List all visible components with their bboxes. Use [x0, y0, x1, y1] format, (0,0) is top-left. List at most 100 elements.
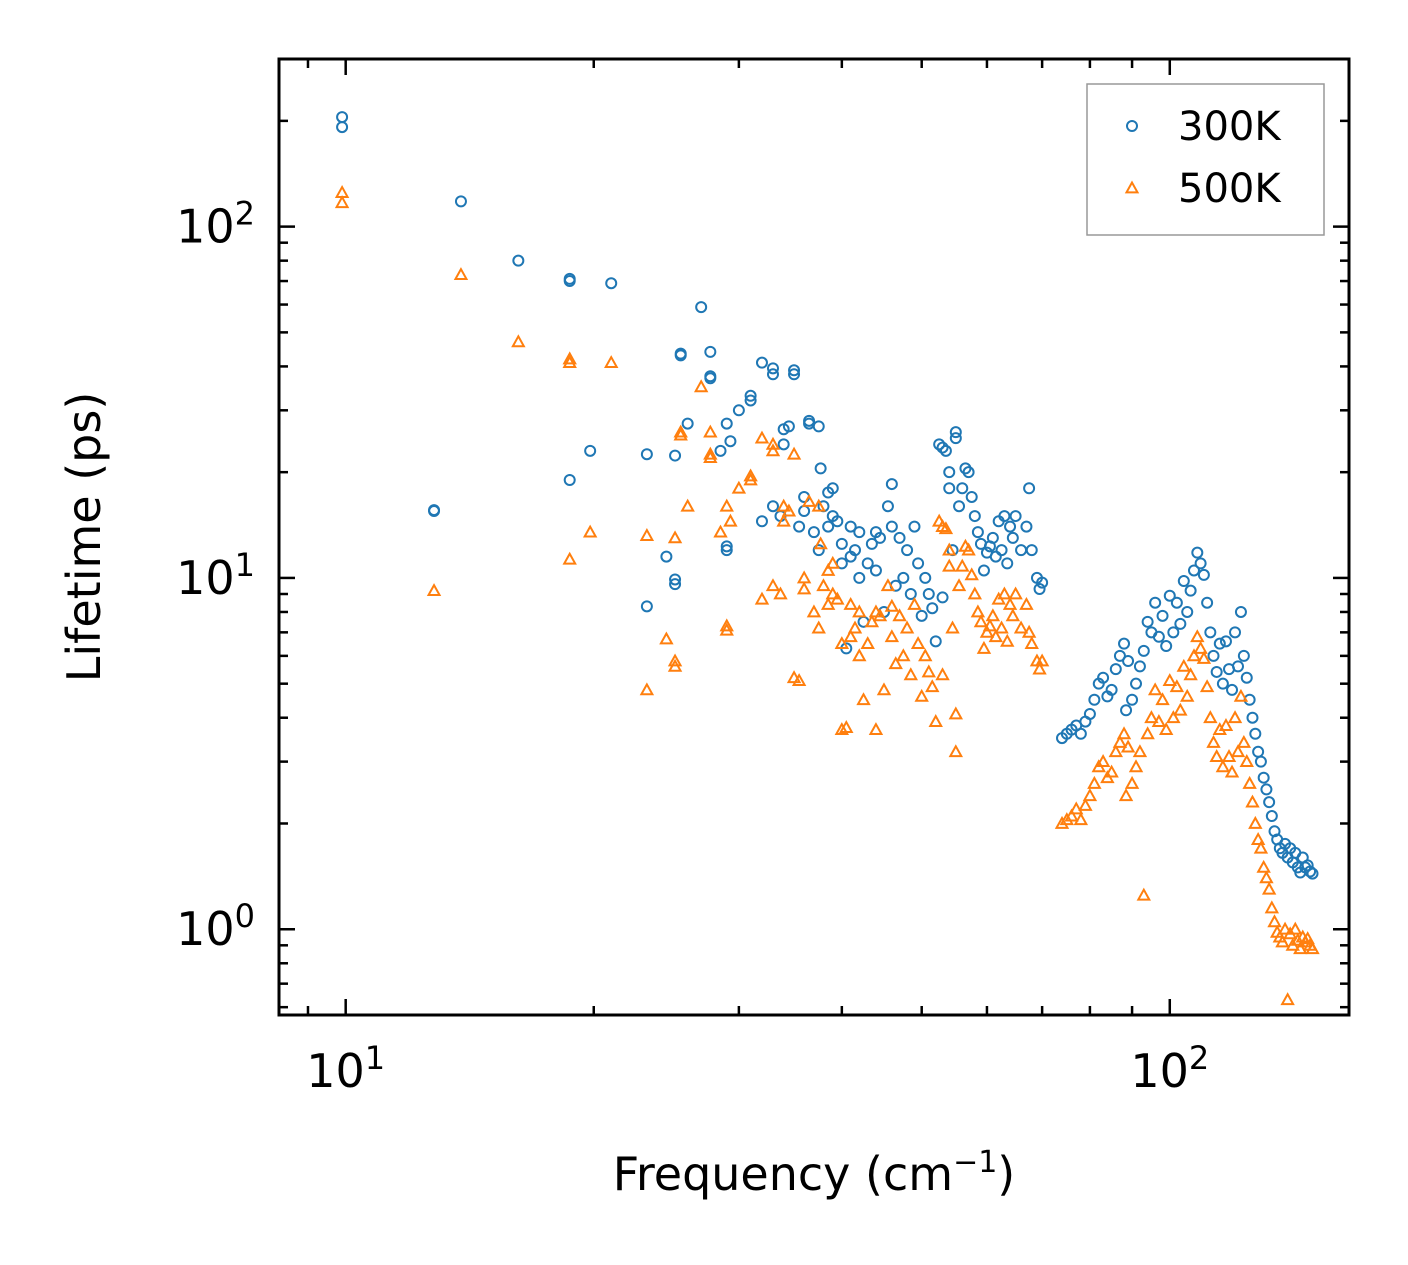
data-point-300k — [807, 526, 820, 539]
data-point-500k — [1108, 744, 1123, 758]
data-point-500k — [1280, 992, 1295, 1006]
data-point-300k — [1122, 655, 1135, 668]
data-point-500k — [967, 586, 983, 600]
data-point-500k — [703, 446, 718, 460]
data-point-300k — [1306, 867, 1319, 880]
data-point-500k — [820, 562, 836, 576]
data-point-300k — [1020, 520, 1033, 533]
data-point-500k — [1183, 667, 1198, 681]
data-point-300k — [826, 482, 839, 495]
data-point-300k — [977, 564, 990, 577]
data-point-500k — [754, 591, 770, 605]
data-point-300k — [714, 444, 727, 457]
data-point-300k — [1097, 671, 1110, 684]
data-point-300k — [669, 449, 682, 462]
data-point-500k — [825, 586, 840, 600]
data-point-300k — [660, 550, 673, 563]
data-point-500k — [888, 656, 903, 670]
data-point-300k — [1174, 617, 1187, 630]
data-point-300k — [1160, 640, 1173, 653]
data-point-300k — [788, 364, 801, 377]
data-point-300k — [512, 254, 525, 267]
data-point-500k — [719, 622, 734, 636]
data-point-500k — [921, 664, 936, 678]
data-point-500k — [1073, 812, 1089, 826]
data-point-500k — [667, 530, 683, 544]
data-point-500k — [896, 648, 911, 662]
data-point-300k — [704, 372, 717, 385]
legend: 300K 500K — [1086, 83, 1325, 236]
data-point-500k — [903, 667, 918, 681]
data-point-300k — [853, 526, 866, 539]
data-point-500k — [703, 450, 718, 464]
data-point-300k — [1219, 635, 1232, 648]
x-tick-label: 102 — [1130, 1039, 1209, 1098]
data-point-300k — [1246, 711, 1259, 724]
data-point-500k — [928, 714, 943, 727]
data-point-500k — [1264, 900, 1280, 914]
data-point-300k — [1118, 637, 1131, 650]
data-point-300k — [674, 347, 687, 360]
data-point-300k — [766, 368, 779, 381]
data-point-500k — [816, 578, 831, 592]
data-point-300k — [1025, 544, 1038, 557]
data-point-300k — [1257, 771, 1270, 784]
data-point-500k — [667, 653, 683, 667]
data-point-300k — [1033, 582, 1046, 595]
data-point-500k — [680, 498, 695, 512]
data-point-300k — [873, 531, 886, 544]
data-point-300k — [1004, 520, 1017, 533]
data-point-500k — [1120, 739, 1136, 753]
data-point-500k — [786, 446, 802, 460]
data-point-300k — [454, 195, 467, 208]
data-point-500k — [1233, 688, 1249, 702]
data-point-500k — [1277, 921, 1293, 935]
data-point-300k — [936, 591, 949, 604]
data-point-300k — [640, 600, 653, 613]
data-point-300k — [861, 557, 874, 570]
data-point-500k — [856, 692, 871, 706]
data-point-500k — [604, 355, 619, 369]
data-point-300k — [1207, 649, 1220, 662]
series-500K — [334, 185, 1320, 1006]
data-point-500k — [754, 430, 770, 444]
data-point-300k — [971, 526, 984, 539]
data-point-500k — [693, 379, 709, 393]
data-point-300k — [755, 515, 768, 528]
data-point-500k — [1275, 934, 1290, 948]
data-point-300k — [1170, 596, 1183, 609]
data-point-300k — [844, 520, 857, 533]
data-point-300k — [720, 544, 733, 557]
data-point-300k — [1036, 576, 1049, 589]
data-point-500k — [1267, 914, 1282, 928]
data-point-500k — [426, 583, 442, 597]
data-point-300k — [695, 301, 708, 314]
data-point-300k — [995, 544, 1008, 557]
data-point-300k — [1243, 693, 1256, 706]
data-point-500k — [973, 614, 989, 628]
data-point-500k — [1132, 744, 1148, 758]
data-point-300k — [1009, 510, 1022, 523]
data-point-500k — [914, 688, 929, 702]
data-point-500k — [1245, 794, 1260, 808]
data-point-300k — [724, 435, 737, 448]
data-point-300k — [1234, 605, 1247, 618]
y-axis-label: Lifetime (ps) — [57, 392, 111, 683]
data-point-500k — [1230, 744, 1246, 758]
data-point-300k — [1156, 609, 1169, 622]
data-point-500k — [1118, 788, 1134, 802]
data-point-500k — [773, 586, 788, 600]
data-point-300k — [943, 482, 956, 495]
data-point-300k — [965, 490, 978, 503]
data-point-300k — [926, 602, 939, 615]
data-point-500k — [1218, 717, 1234, 731]
data-point-500k — [970, 604, 986, 618]
data-point-500k — [925, 679, 940, 693]
data-point-300k — [640, 448, 653, 461]
data-point-300k — [1088, 693, 1101, 706]
data-point-500k — [743, 468, 758, 482]
data-point-300k — [901, 544, 914, 557]
data-point-500k — [1293, 941, 1308, 955]
data-point-500k — [955, 558, 970, 572]
